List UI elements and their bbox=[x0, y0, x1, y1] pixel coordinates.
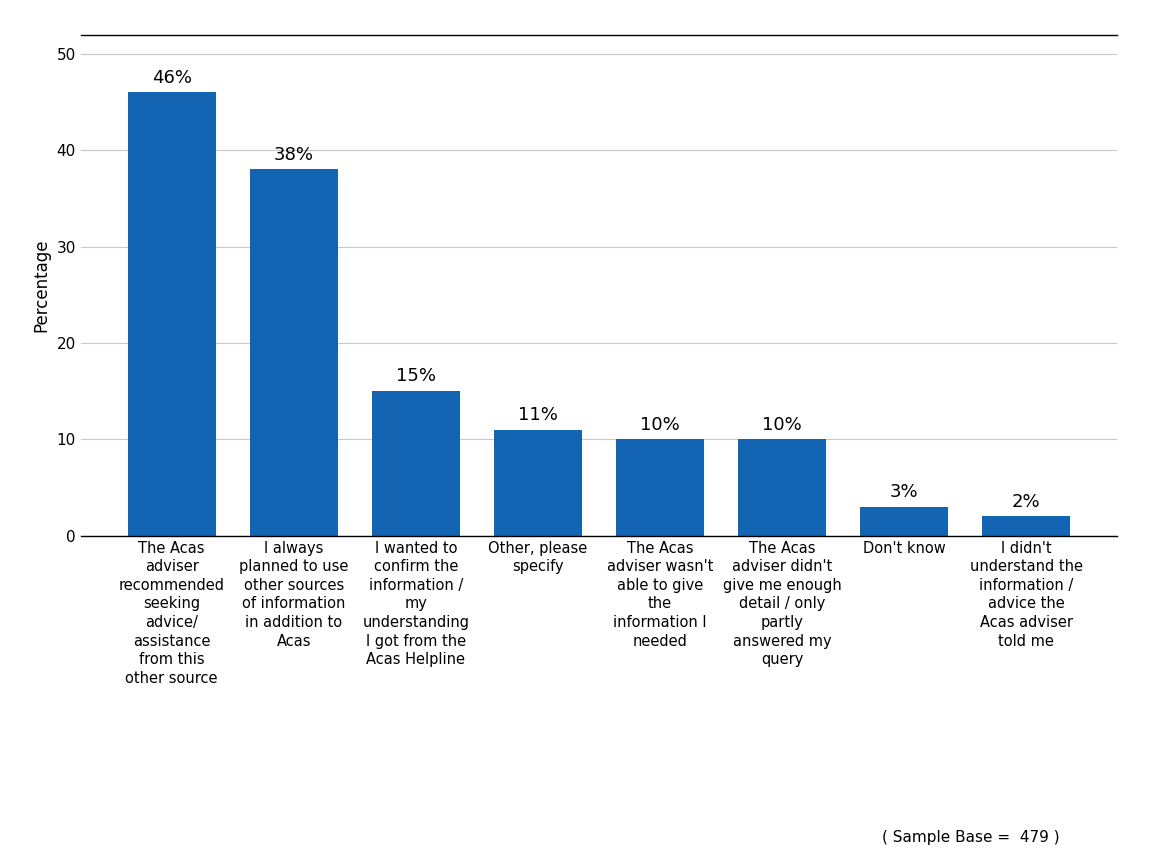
Text: 38%: 38% bbox=[274, 146, 313, 163]
Bar bbox=[861, 507, 948, 536]
Text: 15%: 15% bbox=[396, 367, 435, 385]
Bar bbox=[494, 429, 582, 536]
Bar bbox=[250, 169, 338, 536]
Bar bbox=[128, 92, 215, 536]
Text: 2%: 2% bbox=[1013, 492, 1040, 511]
Text: 3%: 3% bbox=[890, 483, 918, 501]
Bar bbox=[372, 391, 460, 536]
Text: 11%: 11% bbox=[518, 406, 558, 424]
Text: 46%: 46% bbox=[152, 68, 191, 86]
Text: 10%: 10% bbox=[763, 416, 802, 434]
Bar bbox=[738, 439, 826, 536]
Text: ( Sample Base =  479 ): ( Sample Base = 479 ) bbox=[882, 830, 1060, 845]
Text: 10%: 10% bbox=[641, 416, 680, 434]
Y-axis label: Percentage: Percentage bbox=[33, 238, 51, 332]
Bar bbox=[983, 517, 1070, 536]
Bar bbox=[616, 439, 704, 536]
